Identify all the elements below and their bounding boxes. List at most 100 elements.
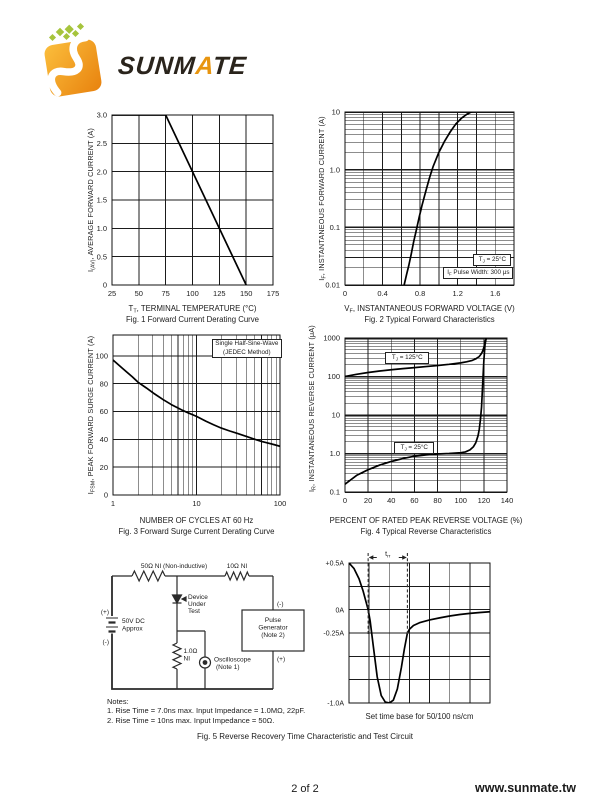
fig2-y-axis-title: IF, INSTANTANEOUS FORWARD CURRENT (A) bbox=[317, 116, 328, 281]
svg-text:75: 75 bbox=[162, 289, 170, 298]
brand-post: TE bbox=[211, 51, 249, 80]
svg-text:0.1: 0.1 bbox=[330, 488, 340, 497]
dut-label3: Test bbox=[188, 608, 200, 615]
svg-text:100: 100 bbox=[327, 372, 340, 381]
svg-text:0A: 0A bbox=[335, 607, 344, 614]
pg-minus-label: (-) bbox=[277, 601, 284, 608]
fig3-y-axis-title: IFSM, PEAK FORWARD SURGE CURRENT (A) bbox=[86, 335, 97, 495]
svg-text:0.4: 0.4 bbox=[377, 289, 387, 298]
tj-125c-curve bbox=[345, 338, 488, 378]
svg-text:0: 0 bbox=[104, 491, 108, 500]
note-2: 2. Rise Time = 10ns max. Input Impedance… bbox=[107, 715, 275, 725]
fig1-x-axis-title: TT, TERMINAL TEMPERATURE (°C) bbox=[128, 304, 257, 315]
svg-text:50: 50 bbox=[135, 289, 143, 298]
fig2-annotation-1: IF Pulse Width: 300 μs bbox=[443, 267, 514, 280]
fig5-test-circuit-diagram: 50Ω NI (Non-inductive) 10Ω NI (+) (-) 50… bbox=[101, 563, 305, 690]
svg-text:-1.0A: -1.0A bbox=[327, 701, 344, 708]
svg-text:2.0: 2.0 bbox=[97, 167, 107, 176]
fig5wave-trr-label: trr bbox=[385, 551, 391, 560]
resistor-10ohm-label: 10Ω NI bbox=[227, 563, 248, 570]
sunmate-logo: SUNMATE bbox=[36, 20, 248, 100]
resistor-10ohm bbox=[224, 570, 250, 582]
svg-text:0: 0 bbox=[103, 281, 107, 290]
pulse-generator-box bbox=[241, 609, 305, 652]
svg-text:100: 100 bbox=[95, 352, 108, 361]
oscilloscope-label2: (Note 1) bbox=[216, 664, 239, 671]
svg-text:80: 80 bbox=[100, 379, 108, 388]
svg-text:1000: 1000 bbox=[323, 334, 340, 343]
pg-plus-label: (+) bbox=[277, 656, 285, 663]
fig4-caption: Fig. 4 Typical Reverse Characteristics bbox=[360, 526, 492, 536]
svg-text:20: 20 bbox=[100, 463, 108, 472]
dut-label2: Under bbox=[188, 601, 207, 608]
svg-text:1.2: 1.2 bbox=[452, 289, 462, 298]
reverse-recovery-waveform bbox=[349, 563, 490, 703]
derating-line bbox=[112, 115, 248, 285]
svg-text:0: 0 bbox=[343, 289, 347, 298]
svg-text:1.0: 1.0 bbox=[330, 165, 340, 174]
svg-text:10: 10 bbox=[192, 499, 200, 508]
svg-text:+0.5A: +0.5A bbox=[326, 561, 345, 568]
fig3-plot: 1 10 100 0 20 40 60 80 100 bbox=[95, 334, 287, 508]
dut-label1: Device bbox=[188, 594, 208, 601]
svg-text:80: 80 bbox=[433, 496, 441, 505]
svg-text:1.0: 1.0 bbox=[97, 224, 107, 233]
svg-text:60: 60 bbox=[410, 496, 418, 505]
resistor-1ohm-label2: NI bbox=[184, 656, 191, 663]
svg-text:100: 100 bbox=[454, 496, 467, 505]
circuit-notes: Notes: 1. Rise Time = 7.0ns max. Input I… bbox=[107, 697, 305, 725]
svg-text:1: 1 bbox=[111, 499, 115, 508]
source-voltage-label: 50V DC bbox=[122, 618, 145, 625]
svg-text:0.8: 0.8 bbox=[415, 289, 425, 298]
note-1: 1. Rise Time = 7.0ns max. Input Impedanc… bbox=[107, 706, 306, 716]
svg-text:125: 125 bbox=[213, 289, 226, 298]
website-link[interactable]: www.sunmate.tw bbox=[475, 781, 576, 795]
brand-pre: SUNM bbox=[116, 51, 197, 80]
resistor-1ohm bbox=[171, 642, 183, 670]
sunmate-logo-icon bbox=[44, 22, 102, 97]
surge-derating-curve bbox=[113, 359, 280, 448]
svg-text:120: 120 bbox=[478, 496, 491, 505]
resistor-50ohm bbox=[131, 569, 166, 583]
svg-text:-0.25A: -0.25A bbox=[323, 631, 344, 638]
fig4-plot: 0 20 40 60 80 100 120 140 1000 100 10 1.0 0.1 bbox=[323, 334, 514, 505]
svg-text:40: 40 bbox=[100, 435, 108, 444]
oscilloscope-probe-icon bbox=[198, 656, 212, 669]
fig1-y-axis-title: I(AV), AVERAGE FORWARD CURRENT (A) bbox=[86, 127, 97, 273]
svg-text:100: 100 bbox=[186, 289, 199, 298]
tj-25c-curve bbox=[345, 338, 488, 485]
fig2-x-axis-title: VF, INSTANTANEOUS FORWARD VOLTAGE (V) bbox=[344, 304, 515, 315]
fig5-caption: Fig. 5 Reverse Recovery Time Characteris… bbox=[197, 732, 413, 741]
svg-text:100: 100 bbox=[274, 499, 287, 508]
svg-text:2.5: 2.5 bbox=[97, 139, 107, 148]
svg-text:0.1: 0.1 bbox=[330, 223, 340, 232]
fig4-annotation-1: TJ = 25°C bbox=[394, 442, 435, 455]
svg-text:140: 140 bbox=[501, 496, 514, 505]
source-plus-label: (+) bbox=[101, 609, 109, 616]
fig4-annotation-0: TJ = 125°C bbox=[385, 352, 430, 365]
resistor-50ohm-label: 50Ω NI (Non-inductive) bbox=[141, 563, 207, 570]
fig3-caption: Fig. 3 Forward Surge Current Derating Cu… bbox=[118, 526, 275, 536]
fig5wave-plot: +0.5A 0A -0.25A -1.0A bbox=[323, 553, 491, 708]
battery-symbol bbox=[106, 617, 118, 633]
svg-text:3.0: 3.0 bbox=[97, 111, 107, 120]
brand-wordmark: SUNMATE bbox=[117, 52, 248, 81]
fig2-annotation-0: TJ = 25°C bbox=[473, 254, 512, 267]
page-number: 2 of 2 bbox=[291, 783, 319, 795]
svg-text:0.01: 0.01 bbox=[325, 281, 340, 290]
svg-text:0.5: 0.5 bbox=[97, 252, 107, 261]
svg-text:1.6: 1.6 bbox=[490, 289, 500, 298]
svg-text:20: 20 bbox=[364, 496, 372, 505]
fig1-caption: Fig. 1 Forward Current Derating Curve bbox=[125, 314, 260, 324]
svg-text:10: 10 bbox=[332, 411, 340, 420]
fig4-y-axis-title: IR, INSTANTANEOUS REVERSE CURRENT (μA) bbox=[307, 325, 318, 492]
forward-vi-curve bbox=[403, 112, 474, 285]
notes-title: Notes: bbox=[107, 697, 129, 706]
svg-text:40: 40 bbox=[387, 496, 395, 505]
fig5wave-caption: Set time base for 50/100 ns/cm bbox=[365, 712, 474, 721]
source-minus-label: (-) bbox=[103, 639, 110, 646]
svg-text:150: 150 bbox=[240, 289, 253, 298]
svg-text:1.5: 1.5 bbox=[97, 196, 107, 205]
svg-text:10: 10 bbox=[332, 108, 340, 117]
fig2-caption: Fig. 2 Typical Forward Characteristics bbox=[364, 314, 495, 324]
